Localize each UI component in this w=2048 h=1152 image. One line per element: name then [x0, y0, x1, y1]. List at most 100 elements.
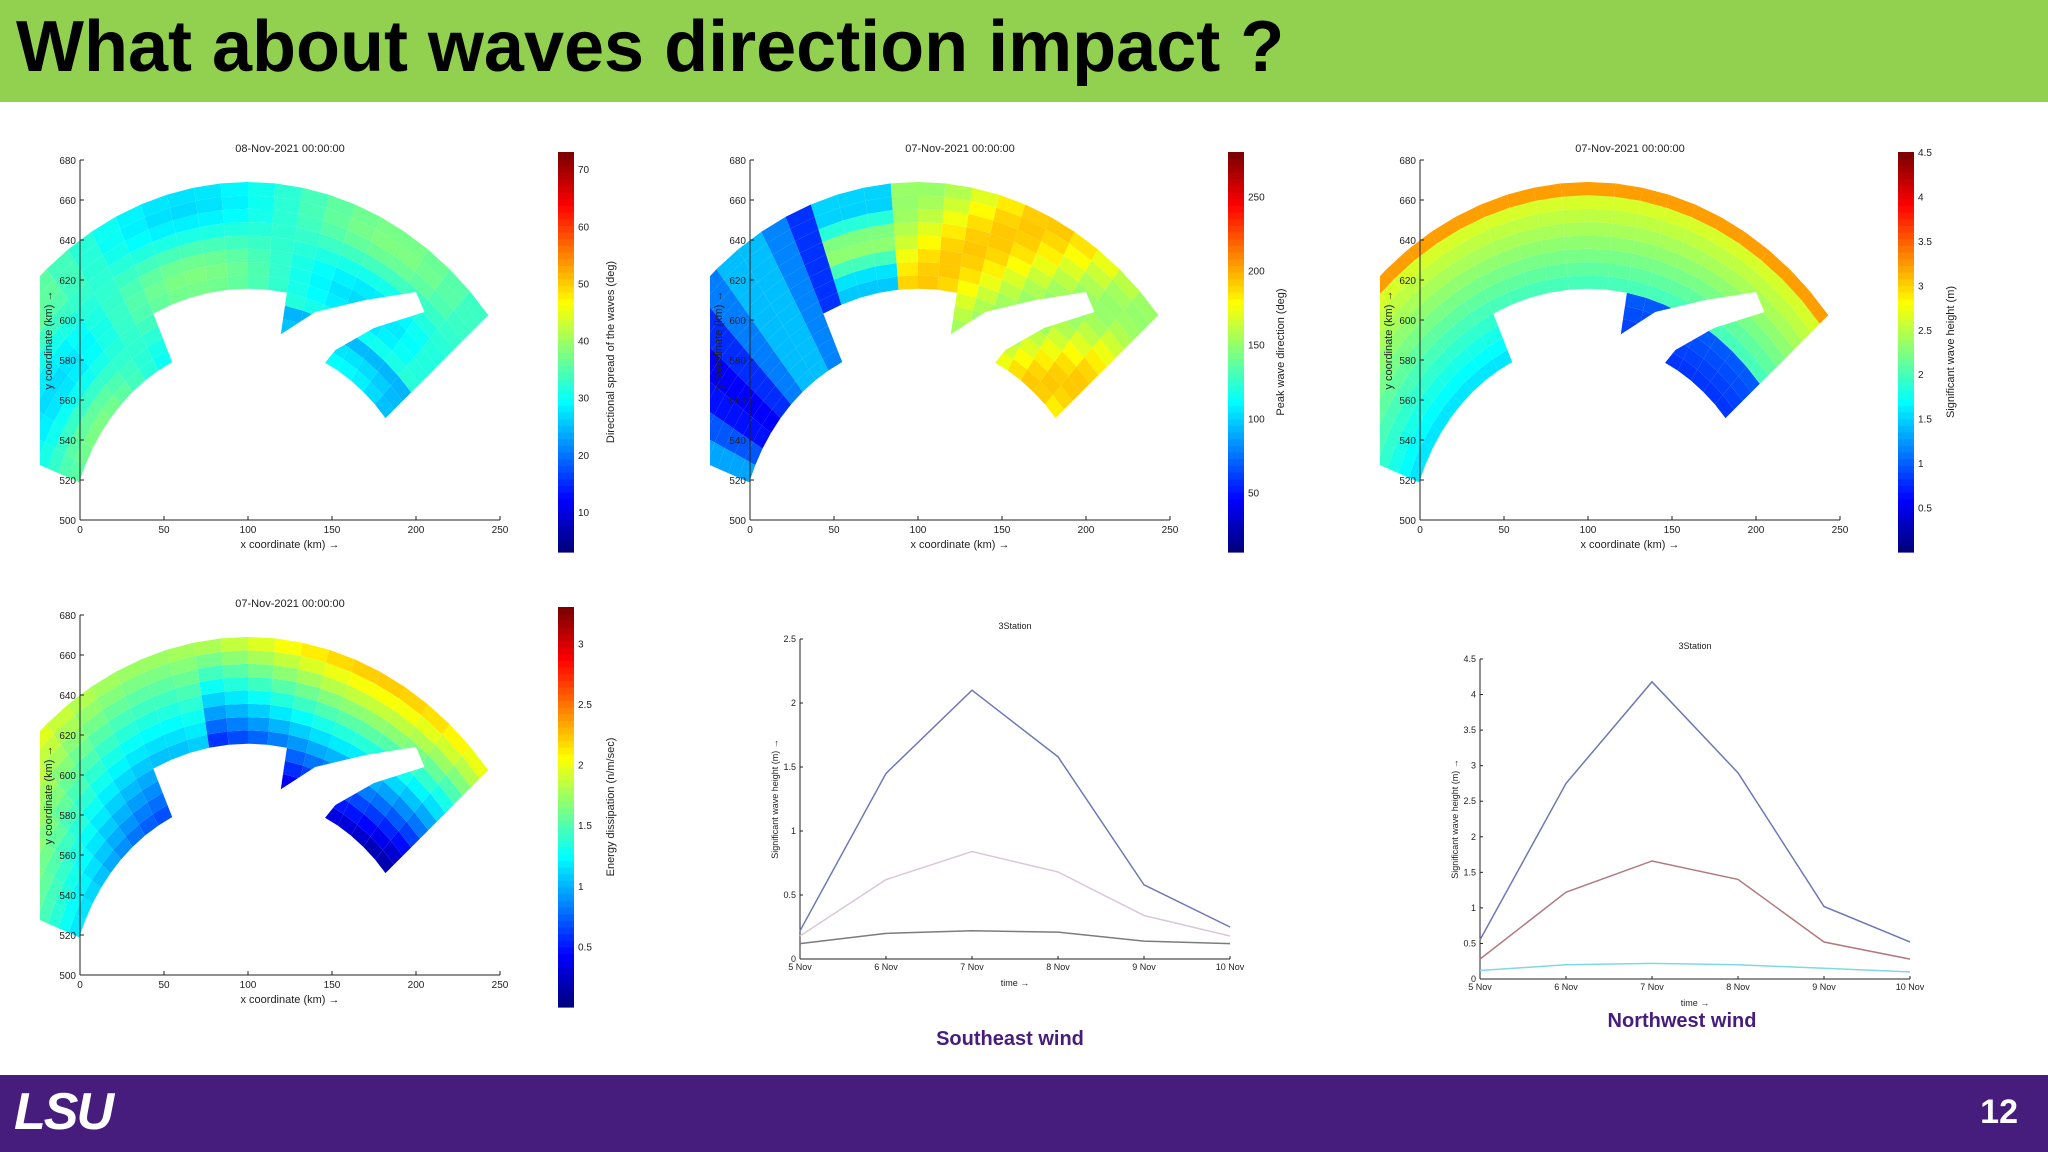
map-cell — [1640, 187, 1670, 208]
map-cell — [382, 266, 409, 294]
colorbar-segment — [558, 365, 574, 373]
map-cell — [1046, 325, 1070, 351]
colorbar-segment — [1898, 272, 1914, 280]
x-tick-label: 50 — [1498, 525, 1510, 536]
map-cell — [89, 351, 112, 377]
map-cell — [1562, 208, 1588, 224]
map-cell — [1614, 183, 1643, 201]
map-cell — [91, 216, 121, 244]
map-cell — [895, 248, 918, 264]
colorbar-segment — [558, 265, 574, 273]
colorbar-tick-label: 2 — [578, 761, 584, 772]
map-cell — [306, 739, 329, 760]
map-cell — [40, 813, 60, 842]
colorbar-segment — [558, 713, 574, 721]
map-cell — [296, 668, 324, 689]
map-cell — [273, 651, 301, 669]
colorbar-segment — [558, 452, 574, 460]
map-cell — [710, 319, 728, 350]
map-cell — [326, 194, 356, 217]
map-cell — [1448, 253, 1475, 279]
colorbar-segment — [1228, 252, 1244, 260]
map-cell — [1393, 402, 1414, 429]
colorbar-segment — [558, 1000, 574, 1008]
map-cell — [1405, 435, 1423, 460]
map-cell — [152, 688, 179, 710]
map-cell — [1683, 229, 1712, 254]
map-cell — [1507, 284, 1530, 305]
map-cell — [1421, 255, 1448, 283]
map-cell — [357, 813, 378, 837]
map-cell — [1666, 194, 1696, 217]
map-cell — [1380, 358, 1400, 387]
colorbar-tick-label: 0.5 — [1918, 504, 1932, 515]
colorbar-segment — [558, 225, 574, 233]
x-axis-label: time → — [1681, 998, 1710, 1008]
map-cell — [1628, 266, 1652, 285]
map-cell — [286, 734, 309, 753]
map-cell — [225, 703, 248, 719]
map-cell — [766, 229, 795, 255]
map-cell — [1131, 291, 1159, 324]
map-cell — [1397, 310, 1423, 339]
map-cell — [1105, 279, 1132, 310]
map-cell — [388, 255, 415, 283]
map-cell — [1124, 300, 1150, 333]
colorbar-segment — [1898, 532, 1914, 540]
colorbar-segment — [1898, 212, 1914, 220]
colorbar-segment — [1228, 472, 1244, 480]
map-cell — [370, 336, 393, 362]
colorbar-segment — [558, 532, 574, 540]
map-cell — [40, 279, 61, 310]
map-cell — [44, 421, 64, 449]
y-axis-label: Significant wave height (m) → — [1450, 759, 1460, 879]
colorbar-segment — [558, 800, 574, 808]
colorbar-segment — [1228, 465, 1244, 473]
map-cell — [148, 220, 176, 243]
colorbar-segment — [558, 372, 574, 380]
map-cell — [1626, 279, 1649, 298]
colorbar-segment — [1228, 338, 1244, 346]
map-cell — [435, 734, 462, 765]
map-peak-wave-direction: 07-Nov-2021 00:00:00 0 50 100 150 200 250 500 52… — [710, 143, 1287, 553]
map-cell — [1754, 347, 1777, 376]
map-cell — [221, 650, 248, 665]
map-cell — [129, 697, 156, 721]
map-cell — [1746, 320, 1771, 348]
colorbar-segment — [558, 418, 574, 426]
colorbar-segment — [1898, 452, 1914, 460]
colorbar-segment — [1228, 538, 1244, 546]
map-cell — [40, 894, 45, 911]
map-cell — [73, 330, 97, 358]
colorbar-segment — [558, 378, 574, 386]
map-cell — [918, 235, 942, 250]
map-cell — [377, 361, 399, 386]
map-cell — [783, 381, 803, 405]
map-cell — [101, 395, 122, 419]
map-cell — [918, 208, 944, 224]
map-cell — [1380, 279, 1401, 310]
y-tick-label: 3 — [1471, 761, 1476, 771]
map-cell — [371, 229, 400, 255]
map-cell — [106, 301, 131, 326]
map-cell — [46, 249, 75, 280]
colorbar-segment — [1228, 325, 1244, 333]
map-cell — [428, 744, 454, 775]
map-cell — [1527, 279, 1550, 298]
y-tick-label: 4 — [1471, 690, 1476, 700]
map-cell — [74, 243, 103, 272]
map-cell — [892, 208, 918, 224]
colorbar-segment — [1898, 205, 1914, 213]
map-cell — [294, 682, 321, 702]
map-cell — [267, 276, 289, 293]
map-cell — [714, 394, 735, 422]
map-cell — [1714, 395, 1735, 419]
map-cell — [74, 698, 103, 727]
colorbar-segment — [1228, 312, 1244, 320]
map-cell — [710, 442, 725, 469]
x-tick-label: 9 Nov — [1132, 962, 1156, 972]
colorbar-segment — [558, 512, 574, 520]
map-cell — [311, 259, 337, 280]
map-title: 07-Nov-2021 00:00:00 — [1575, 143, 1684, 155]
map-cell — [790, 217, 819, 242]
